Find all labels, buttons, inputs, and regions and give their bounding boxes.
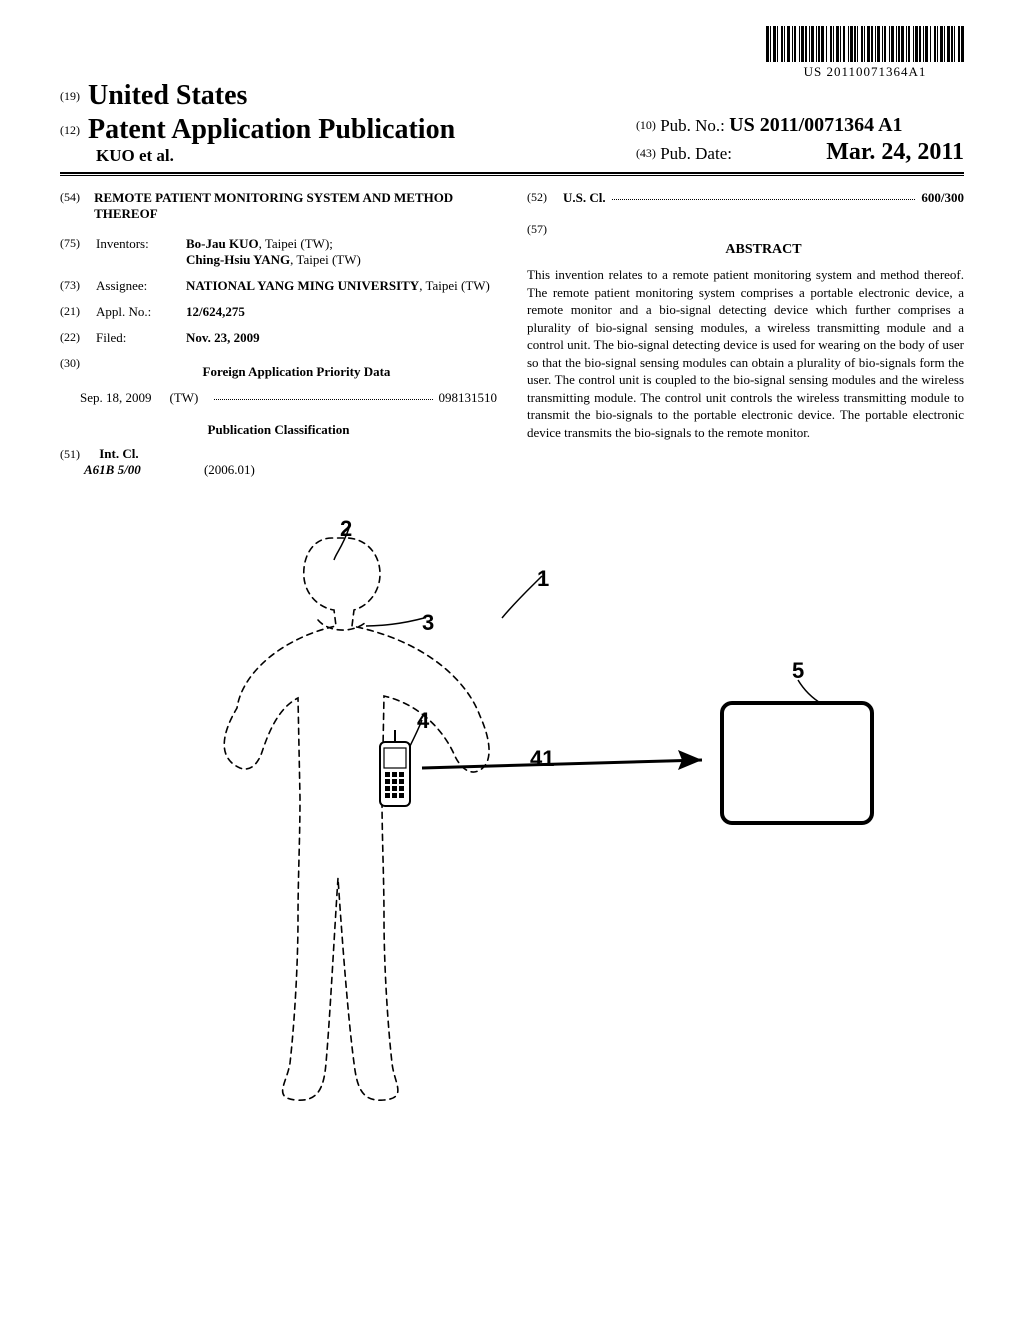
pubtype: Patent Application Publication bbox=[88, 114, 455, 145]
priority-head: Foreign Application Priority Data bbox=[96, 364, 497, 380]
pubdate-value: Mar. 24, 2011 bbox=[826, 139, 964, 165]
uscl-value: 600/300 bbox=[921, 190, 964, 206]
abstract-num: (57) bbox=[527, 222, 563, 266]
ref-2: 2 bbox=[340, 516, 352, 542]
inventors-label: Inventors: bbox=[96, 236, 186, 268]
priority-num: (30) bbox=[60, 356, 96, 390]
applno-label: Appl. No.: bbox=[96, 304, 186, 320]
title-text: REMOTE PATIENT MONITORING SYSTEM AND MET… bbox=[94, 190, 497, 222]
country-line: (19) United States bbox=[60, 80, 964, 112]
intcl-year: (2006.01) bbox=[204, 462, 255, 477]
filed-label: Filed: bbox=[96, 330, 186, 346]
inventors-value: Bo-Jau KUO, Taipei (TW); Ching-Hsiu YANG… bbox=[186, 236, 497, 268]
abstract-body: This invention relates to a remote patie… bbox=[527, 266, 964, 441]
intcl-num: (51) bbox=[60, 447, 96, 462]
assignee-value: NATIONAL YANG MING UNIVERSITY, Taipei (T… bbox=[186, 278, 497, 294]
left-column: (54) REMOTE PATIENT MONITORING SYSTEM AN… bbox=[60, 190, 497, 478]
uscl-label: U.S. Cl. bbox=[563, 190, 606, 206]
right-column: (52) U.S. Cl. 600/300 (57) ABSTRACT This… bbox=[527, 190, 964, 478]
pubdate-prefix: (43) bbox=[636, 146, 656, 160]
ref-5: 5 bbox=[792, 658, 804, 684]
pubdate-line: (43) Pub. Date: Mar. 24, 2011 bbox=[636, 139, 964, 166]
intcl-code: A61B 5/00 bbox=[84, 462, 141, 477]
barcode-text: US 20110071364A1 bbox=[766, 64, 964, 80]
rule-thin bbox=[60, 175, 964, 176]
dots-leader-2 bbox=[612, 190, 916, 200]
pubdate-label: Pub. Date: bbox=[660, 144, 732, 163]
applno-num: (21) bbox=[60, 304, 96, 320]
applno-value: 12/624,275 bbox=[186, 304, 497, 320]
patent-figure: 1 2 3 4 41 5 bbox=[122, 498, 902, 1118]
authors-line: KUO et al. bbox=[96, 146, 455, 166]
priority-row: Sep. 18, 2009 (TW) 098131510 bbox=[60, 390, 497, 406]
filed-num: (22) bbox=[60, 330, 96, 346]
assignee-num: (73) bbox=[60, 278, 96, 294]
pubno-value: US 2011/0071364 A1 bbox=[729, 114, 902, 136]
priority-date: Sep. 18, 2009 bbox=[80, 390, 152, 406]
rule-thick bbox=[60, 172, 964, 174]
dots-leader bbox=[214, 390, 432, 400]
pubtype-prefix: (12) bbox=[60, 123, 80, 137]
pubno-line: (10) Pub. No.: US 2011/0071364 A1 bbox=[636, 114, 964, 137]
pubtype-line: (12) Patent Application Publication bbox=[60, 114, 455, 146]
uscl-num: (52) bbox=[527, 190, 563, 206]
intcl-row: (51) Int. Cl. A61B 5/00 (2006.01) bbox=[60, 446, 497, 478]
barcode-region: US 20110071364A1 bbox=[766, 26, 964, 80]
country-prefix: (19) bbox=[60, 89, 80, 103]
assignee-label: Assignee: bbox=[96, 278, 186, 294]
intcl-label: Int. Cl. bbox=[99, 446, 138, 461]
inventors-num: (75) bbox=[60, 236, 96, 268]
priority-app: 098131510 bbox=[439, 390, 498, 406]
barcode bbox=[766, 26, 964, 62]
pubno-label: Pub. No.: bbox=[660, 116, 725, 135]
title-num: (54) bbox=[60, 190, 94, 222]
filed-value: Nov. 23, 2009 bbox=[186, 330, 497, 346]
ref-4: 4 bbox=[417, 708, 429, 734]
country-name: United States bbox=[88, 80, 247, 111]
ref-41: 41 bbox=[530, 746, 554, 772]
priority-country: (TW) bbox=[170, 390, 199, 406]
ref-3: 3 bbox=[422, 610, 434, 636]
abstract-head: ABSTRACT bbox=[563, 242, 964, 258]
classification-head: Publication Classification bbox=[60, 422, 497, 438]
pubno-prefix: (10) bbox=[636, 118, 656, 132]
ref-1: 1 bbox=[537, 566, 549, 592]
